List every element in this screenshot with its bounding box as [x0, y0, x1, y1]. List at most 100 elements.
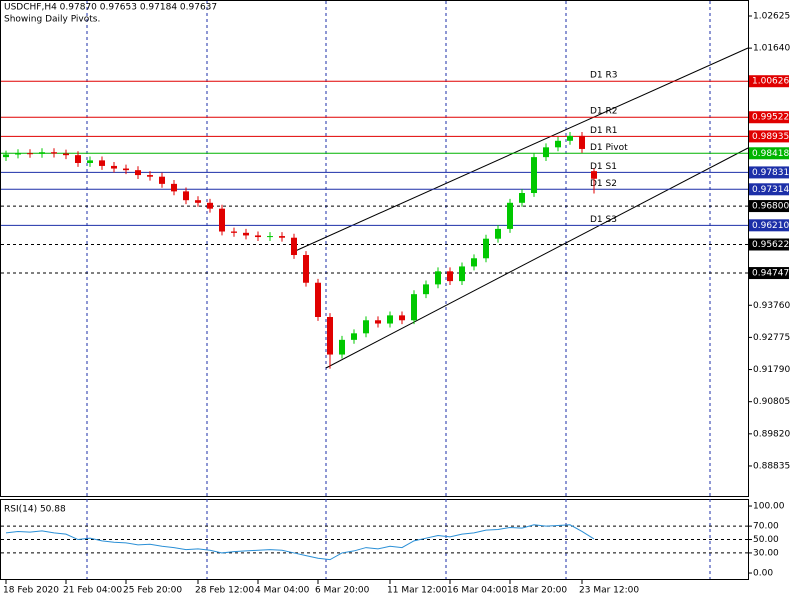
pivot-name: D1 S3 — [590, 215, 617, 225]
candle-body — [255, 235, 261, 238]
rsi-title: RSI(14) 50.88 — [4, 505, 66, 515]
x-tick-label: 11 Mar 12:00 — [387, 586, 447, 596]
y-tick-label: 0.88835 — [753, 461, 790, 471]
y-tick-label: 0.89820 — [753, 429, 790, 439]
candle-body — [399, 315, 405, 321]
price-box-label: 0.96800 — [752, 202, 789, 212]
candle-body — [495, 228, 501, 239]
candle-body — [291, 237, 297, 256]
candle-body — [315, 282, 321, 318]
candle-body — [375, 320, 381, 324]
chart-title: USDCHF,H4 0.97870 0.97653 0.97184 0.9763… — [4, 3, 217, 13]
channel-upper — [292, 47, 749, 253]
candle-body — [63, 153, 69, 156]
candle-body — [27, 153, 33, 155]
candle-body — [447, 271, 453, 282]
price-box-label: 0.96210 — [752, 221, 789, 231]
price-box — [749, 130, 789, 143]
candle-body — [435, 271, 441, 285]
pivot-name: D1 S2 — [590, 179, 617, 189]
x-tick-label: 23 Mar 12:00 — [579, 586, 639, 596]
candle-body — [135, 170, 141, 176]
rsi-line — [5, 524, 595, 561]
candle-body — [351, 333, 357, 340]
candle-body — [279, 236, 285, 238]
candle-body — [87, 160, 93, 163]
candle-body — [75, 155, 81, 163]
y-tick-label: 0.92775 — [753, 333, 790, 343]
y-tick-label: 0.00 — [753, 569, 773, 579]
candle-body — [567, 135, 573, 141]
candle-body — [471, 258, 477, 267]
candle-body — [579, 135, 585, 149]
price-box — [749, 75, 789, 88]
x-tick-label: 16 Mar 04:00 — [447, 586, 507, 596]
candle-body — [591, 171, 597, 179]
pivot-name: D1 Pivot — [590, 143, 628, 153]
price-box — [749, 147, 789, 160]
candle-body — [99, 160, 105, 166]
candle-body — [459, 266, 465, 282]
price-box-label: 1.00626 — [752, 77, 789, 87]
candle-body — [483, 238, 489, 259]
x-tick-label: 21 Feb 04:00 — [63, 586, 122, 596]
candle-body — [507, 202, 513, 229]
y-tick-label: 70.00 — [753, 522, 779, 532]
price-box — [749, 219, 789, 232]
candle-body — [555, 140, 561, 148]
candle-body — [339, 339, 345, 355]
candle-body — [111, 165, 117, 169]
candle-body — [123, 168, 129, 171]
candle-body — [219, 208, 225, 232]
price-box — [749, 267, 789, 280]
x-tick-label: 18 Mar 20:00 — [507, 586, 567, 596]
candle-body — [171, 183, 177, 192]
y-tick-label: 1.02625 — [753, 11, 790, 21]
candle-body — [303, 255, 309, 283]
pivot-name: D1 R1 — [590, 126, 618, 136]
y-tick-label: 50.00 — [753, 535, 779, 545]
price-box-label: 0.98935 — [752, 132, 789, 142]
y-tick-label: 0.90805 — [753, 397, 790, 407]
candle-body — [543, 147, 549, 158]
candle-body — [51, 152, 57, 154]
candle-body — [363, 320, 369, 334]
y-tick-label: 1.01640 — [753, 44, 790, 54]
candle-body — [387, 315, 393, 324]
main-frame — [0, 0, 749, 497]
price-box — [749, 166, 789, 179]
candle-body — [39, 152, 45, 154]
x-tick-label: 6 Mar 20:00 — [315, 586, 370, 596]
pivot-name: D1 S1 — [590, 162, 617, 172]
y-tick-label: 100.00 — [753, 502, 785, 512]
price-box-label: 0.99522 — [752, 113, 789, 123]
candle-body — [519, 193, 525, 203]
price-box-label: 0.98418 — [752, 149, 789, 159]
x-tick-label: 28 Feb 12:00 — [195, 586, 254, 596]
y-tick-label: 0.93760 — [753, 301, 790, 311]
candle-body — [411, 294, 417, 321]
candle-body — [195, 200, 201, 203]
candle-body — [207, 202, 213, 209]
candle-body — [159, 176, 165, 184]
candle-body — [3, 154, 9, 158]
pivot-name: D1 R3 — [590, 71, 618, 81]
price-box — [749, 238, 789, 251]
x-tick-label: 18 Feb 2020 — [3, 586, 59, 596]
candle-body — [147, 175, 153, 177]
price-box-label: 0.94747 — [752, 269, 789, 279]
price-box-label: 0.95622 — [752, 240, 789, 250]
channel-lower — [325, 147, 749, 369]
pivot-name: D1 R2 — [590, 107, 618, 117]
price-box — [749, 200, 789, 213]
price-box-label: 0.97831 — [752, 168, 789, 178]
candle-body — [231, 231, 237, 233]
y-tick-label: 30.00 — [753, 548, 779, 558]
candle-body — [15, 153, 21, 155]
candle-body — [423, 284, 429, 295]
price-box — [749, 111, 789, 124]
candle-body — [243, 232, 249, 236]
day-separators — [86, 1, 711, 579]
